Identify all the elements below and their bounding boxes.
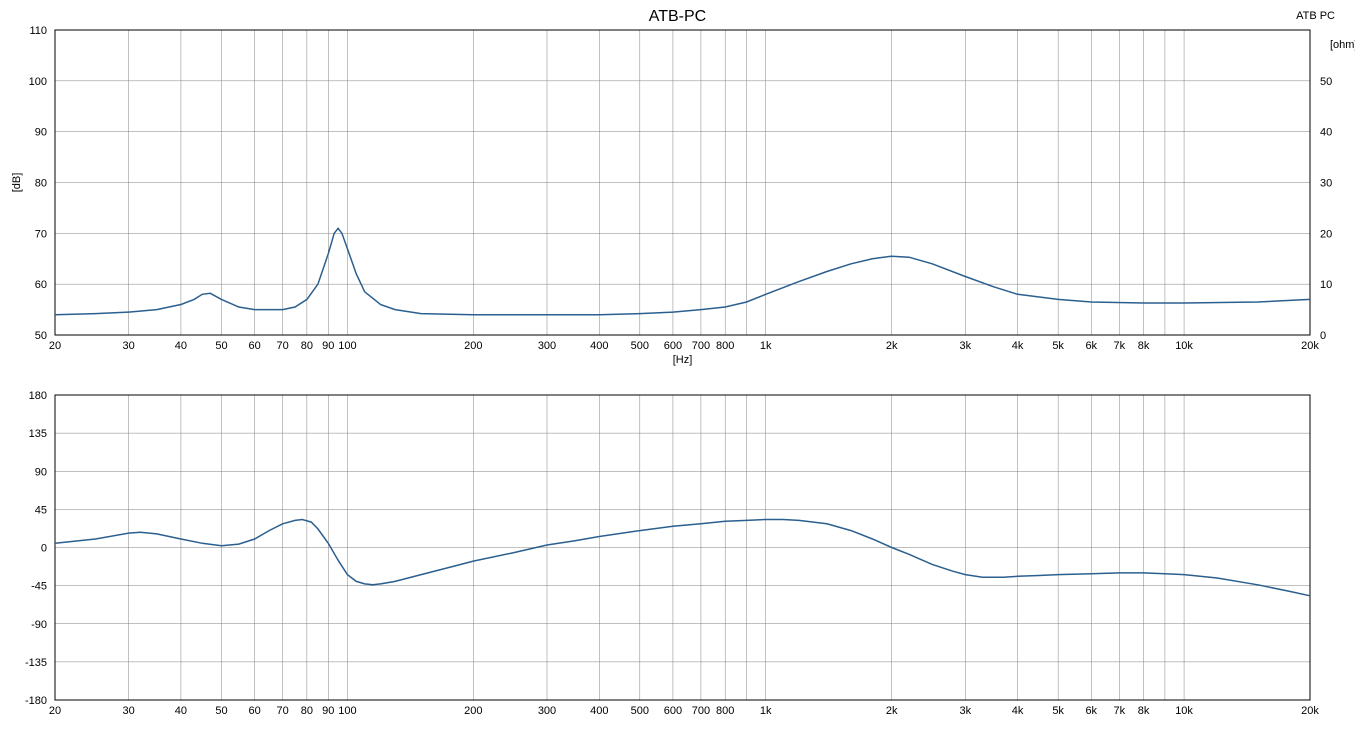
svg-text:600: 600: [664, 705, 682, 717]
svg-text:3k: 3k: [960, 705, 972, 717]
svg-text:2k: 2k: [886, 705, 898, 717]
svg-text:[Hz]: [Hz]: [673, 354, 693, 366]
svg-text:[ohm]: [ohm]: [1330, 39, 1355, 51]
svg-text:700: 700: [692, 340, 710, 352]
svg-text:40: 40: [1320, 127, 1332, 139]
svg-text:800: 800: [716, 340, 734, 352]
svg-text:700: 700: [692, 705, 710, 717]
charts-svg: 50 60 70 80 90 100 110 [dB] 0 10 20 30 40 50 [ohm] 20 30…: [0, 0, 1355, 740]
svg-text:-45: -45: [31, 581, 47, 593]
svg-text:2k: 2k: [886, 340, 898, 352]
svg-text:135: 135: [29, 428, 47, 440]
svg-text:5k: 5k: [1052, 340, 1064, 352]
svg-text:90: 90: [35, 127, 47, 139]
svg-text:-180: -180: [25, 695, 47, 707]
corner-label: ATB PC: [1296, 10, 1335, 22]
svg-text:4k: 4k: [1012, 340, 1024, 352]
svg-text:110: 110: [29, 25, 47, 37]
svg-text:-135: -135: [25, 657, 47, 669]
svg-text:40: 40: [175, 340, 187, 352]
svg-text:-90: -90: [31, 619, 47, 631]
svg-text:45: 45: [35, 504, 47, 516]
svg-text:500: 500: [631, 340, 649, 352]
svg-text:10: 10: [1320, 279, 1332, 291]
svg-text:6k: 6k: [1085, 340, 1097, 352]
svg-text:20k: 20k: [1301, 705, 1319, 717]
svg-text:80: 80: [301, 705, 313, 717]
chart-title: ATB-PC: [0, 8, 1355, 26]
svg-text:20: 20: [1320, 228, 1332, 240]
svg-text:30: 30: [123, 705, 135, 717]
svg-text:60: 60: [248, 340, 260, 352]
svg-text:400: 400: [590, 340, 608, 352]
svg-text:80: 80: [301, 340, 313, 352]
svg-text:200: 200: [464, 340, 482, 352]
svg-text:4k: 4k: [1012, 705, 1024, 717]
page-container: ATB-PC ATB PC 50 60 70 80 90 100 110 [dB] 0 10 20 3…: [0, 0, 1355, 740]
svg-text:8k: 8k: [1138, 705, 1150, 717]
svg-text:90: 90: [322, 705, 334, 717]
svg-text:500: 500: [631, 705, 649, 717]
svg-text:50: 50: [1320, 76, 1332, 88]
svg-text:400: 400: [590, 705, 608, 717]
svg-text:5k: 5k: [1052, 705, 1064, 717]
svg-text:200: 200: [464, 705, 482, 717]
svg-text:80: 80: [35, 178, 47, 190]
svg-text:1k: 1k: [760, 705, 772, 717]
svg-text:8k: 8k: [1138, 340, 1150, 352]
svg-text:50: 50: [215, 340, 227, 352]
svg-text:40: 40: [175, 705, 187, 717]
svg-text:0: 0: [41, 543, 47, 555]
svg-text:180: 180: [29, 390, 47, 402]
svg-text:20: 20: [49, 340, 61, 352]
svg-text:800: 800: [716, 705, 734, 717]
svg-text:20: 20: [49, 705, 61, 717]
svg-text:60: 60: [248, 705, 260, 717]
svg-text:300: 300: [538, 340, 556, 352]
svg-text:90: 90: [322, 340, 334, 352]
svg-text:70: 70: [276, 705, 288, 717]
svg-text:0: 0: [1320, 330, 1326, 342]
svg-text:[dB]: [dB]: [11, 173, 23, 193]
svg-text:7k: 7k: [1113, 705, 1125, 717]
svg-text:600: 600: [664, 340, 682, 352]
svg-text:90: 90: [35, 466, 47, 478]
svg-text:50: 50: [35, 330, 47, 342]
svg-text:3k: 3k: [960, 340, 972, 352]
svg-text:10k: 10k: [1175, 340, 1193, 352]
svg-text:6k: 6k: [1085, 705, 1097, 717]
svg-text:70: 70: [276, 340, 288, 352]
svg-text:70: 70: [35, 228, 47, 240]
svg-text:10k: 10k: [1175, 705, 1193, 717]
svg-text:1k: 1k: [760, 340, 772, 352]
svg-text:7k: 7k: [1113, 340, 1125, 352]
svg-text:300: 300: [538, 705, 556, 717]
svg-text:30: 30: [123, 340, 135, 352]
svg-text:100: 100: [338, 340, 356, 352]
svg-text:60: 60: [35, 279, 47, 291]
svg-text:100: 100: [338, 705, 356, 717]
svg-text:30: 30: [1320, 178, 1332, 190]
svg-text:100: 100: [29, 76, 47, 88]
svg-text:20k: 20k: [1301, 340, 1319, 352]
svg-text:50: 50: [215, 705, 227, 717]
